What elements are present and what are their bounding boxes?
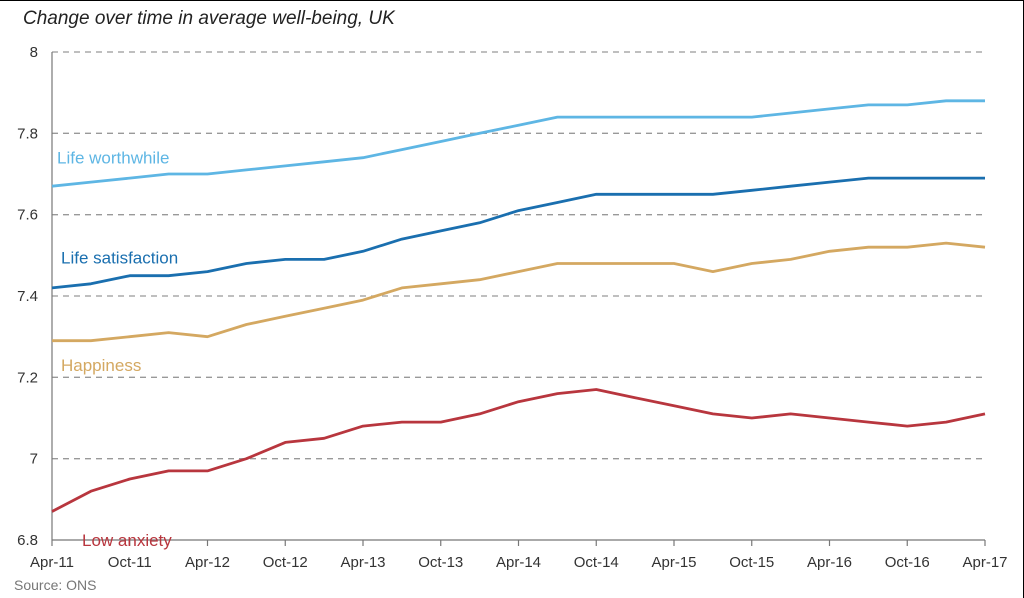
y-tick-label: 7.8 (17, 125, 38, 142)
source-note: Source: ONS (14, 577, 97, 593)
x-tick-label: Apr-17 (962, 554, 1007, 571)
x-tick-label: Apr-12 (185, 554, 230, 571)
chart-title: Change over time in average well-being, … (23, 8, 395, 29)
x-tick-label: Apr-11 (30, 554, 74, 571)
x-tick-label: Apr-13 (340, 554, 385, 571)
x-tick-label: Oct-12 (263, 554, 308, 571)
x-tick-label: Oct-14 (574, 554, 619, 571)
x-tick-label: Oct-16 (885, 554, 930, 571)
x-tick-label: Apr-16 (807, 554, 852, 571)
series-label: Life worthwhile (57, 149, 169, 168)
x-tick-label: Oct-13 (418, 554, 463, 571)
series-labels: Life worthwhile Life satisfaction Happines… (57, 149, 178, 550)
x-tick-label: Apr-14 (496, 554, 541, 571)
series-lines (51, 99, 986, 513)
series-label: Happiness (61, 356, 141, 375)
y-tick-label: 6.8 (17, 532, 38, 549)
x-tick-label: Oct-11 (108, 554, 152, 571)
y-axis-ticks: 6.8 7 7.2 7.4 7.6 7.8 8 (17, 44, 38, 549)
x-tick-label: Apr-15 (651, 554, 696, 571)
series-label: Low anxiety (82, 531, 172, 550)
y-tick-label: 7.2 (17, 369, 38, 386)
series-line (51, 99, 985, 188)
y-tick-label: 7.4 (17, 288, 38, 305)
y-tick-label: 7.6 (17, 207, 38, 224)
series-line (52, 241, 986, 343)
series-line (51, 388, 986, 513)
gridlines (52, 51, 985, 460)
y-tick-label: 8 (30, 44, 38, 61)
y-tick-label: 7 (30, 451, 38, 468)
x-tick-label: Oct-15 (729, 554, 774, 571)
series-label: Life satisfaction (61, 248, 178, 267)
x-axis-ticks: Apr-11 Oct-11 Apr-12 Oct-12 Apr-13 Oct-13 Apr-… (30, 540, 1008, 571)
series-line (51, 176, 985, 290)
